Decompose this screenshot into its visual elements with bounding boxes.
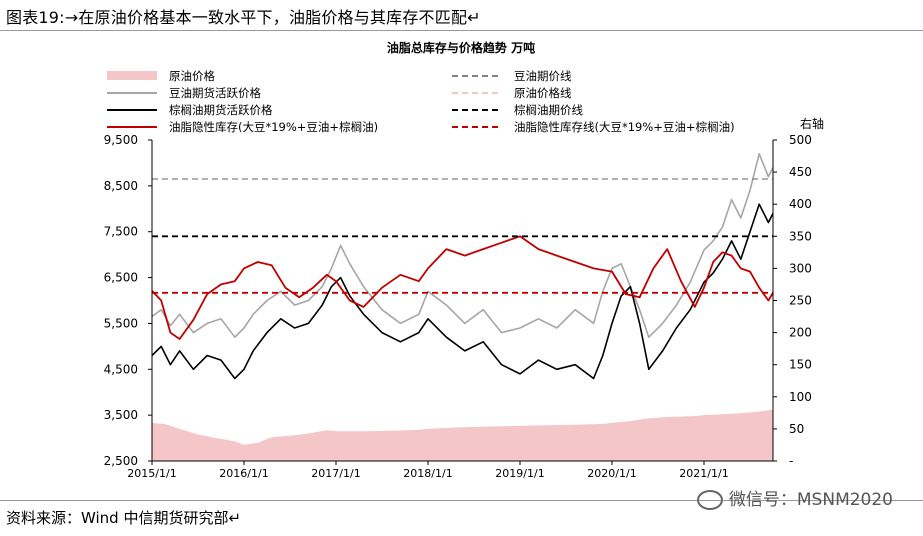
y-right-tick-label: 400 — [789, 197, 812, 211]
watermark-text: 微信号：MSNM2020 — [728, 490, 893, 510]
y-right-tick-label: 250 — [789, 294, 812, 308]
series-layer — [151, 153, 774, 461]
wechat-icon — [696, 490, 723, 510]
y-right-tick-label: 150 — [789, 358, 812, 372]
top-divider — [0, 30, 923, 31]
x-tick-label: 2020/1/1 — [587, 467, 636, 480]
x-tick-label: 2021/1/1 — [679, 467, 728, 480]
watermark: 微信号：MSNM2020 — [696, 485, 893, 510]
legend-label: 油脂隐性库存(大豆*19%+豆油+棕榈油) — [169, 120, 378, 134]
legend-swatch — [107, 71, 157, 80]
x-tick-label: 2019/1/1 — [495, 467, 544, 480]
series-area-crude-oil — [152, 409, 773, 461]
y-left-tick-label: 7,500 — [104, 225, 138, 239]
figure-caption: 图表19:→在原油价格基本一致水平下，油脂价格与其库存不匹配↵ — [6, 8, 481, 27]
x-tick-label: 2017/1/1 — [311, 467, 360, 480]
y-right-tick-label: 100 — [789, 390, 812, 404]
legend-label: 油脂隐性库存线(大豆*19%+豆油+棕榈油) — [514, 120, 735, 134]
y-right-tick-label: 300 — [789, 261, 812, 275]
y-right-tick-label: 450 — [789, 165, 812, 179]
series-line-1 — [151, 153, 774, 339]
y-left-tick-label: 8,500 — [104, 179, 138, 193]
y-right-tick-label: - — [789, 454, 793, 468]
y-right-tick-label: 500 — [789, 133, 812, 147]
y-left-tick-label: 9,500 — [104, 133, 138, 147]
y-right-tick-label: 350 — [789, 229, 812, 243]
y-left-tick-label: 3,500 — [104, 408, 138, 422]
legend-label: 豆油期价线 — [514, 69, 572, 83]
x-tick-label: 2016/1/1 — [219, 467, 268, 480]
y-right-tick-label: 50 — [789, 422, 804, 436]
chart-title: 油脂总库存与价格趋势 万吨 — [387, 40, 535, 55]
legend-label: 棕榈油期价线 — [514, 103, 583, 117]
y-right-tick-label: 200 — [789, 326, 812, 340]
y-left-tick-label: 2,500 — [104, 454, 138, 468]
legend-label: 棕榈油期货活跃价格 — [169, 103, 273, 117]
y-left-tick-label: 4,500 — [104, 362, 138, 376]
bottom-divider — [0, 500, 923, 501]
source-note: 资料来源：Wind 中信期货研究部↵ — [6, 509, 242, 527]
x-tick-label: 2018/1/1 — [403, 467, 452, 480]
right-axis-label: 右轴 — [800, 116, 824, 131]
legend-label: 原油价格线 — [514, 86, 572, 100]
y-left-tick-label: 5,500 — [104, 316, 138, 330]
y-left-tick-label: 6,500 — [104, 271, 138, 285]
legend-label: 豆油期货活跃价格 — [169, 86, 261, 100]
axes: 2,500 3,500 4,500 5,500 6,500 7,500 8,500 9,500… — [104, 116, 824, 480]
legend-label: 原油价格 — [169, 69, 215, 83]
reference-lines — [152, 178, 773, 294]
series-line-3 — [151, 235, 774, 340]
x-tick-label: 2015/1/1 — [127, 467, 176, 480]
series-line-2 — [151, 203, 774, 380]
